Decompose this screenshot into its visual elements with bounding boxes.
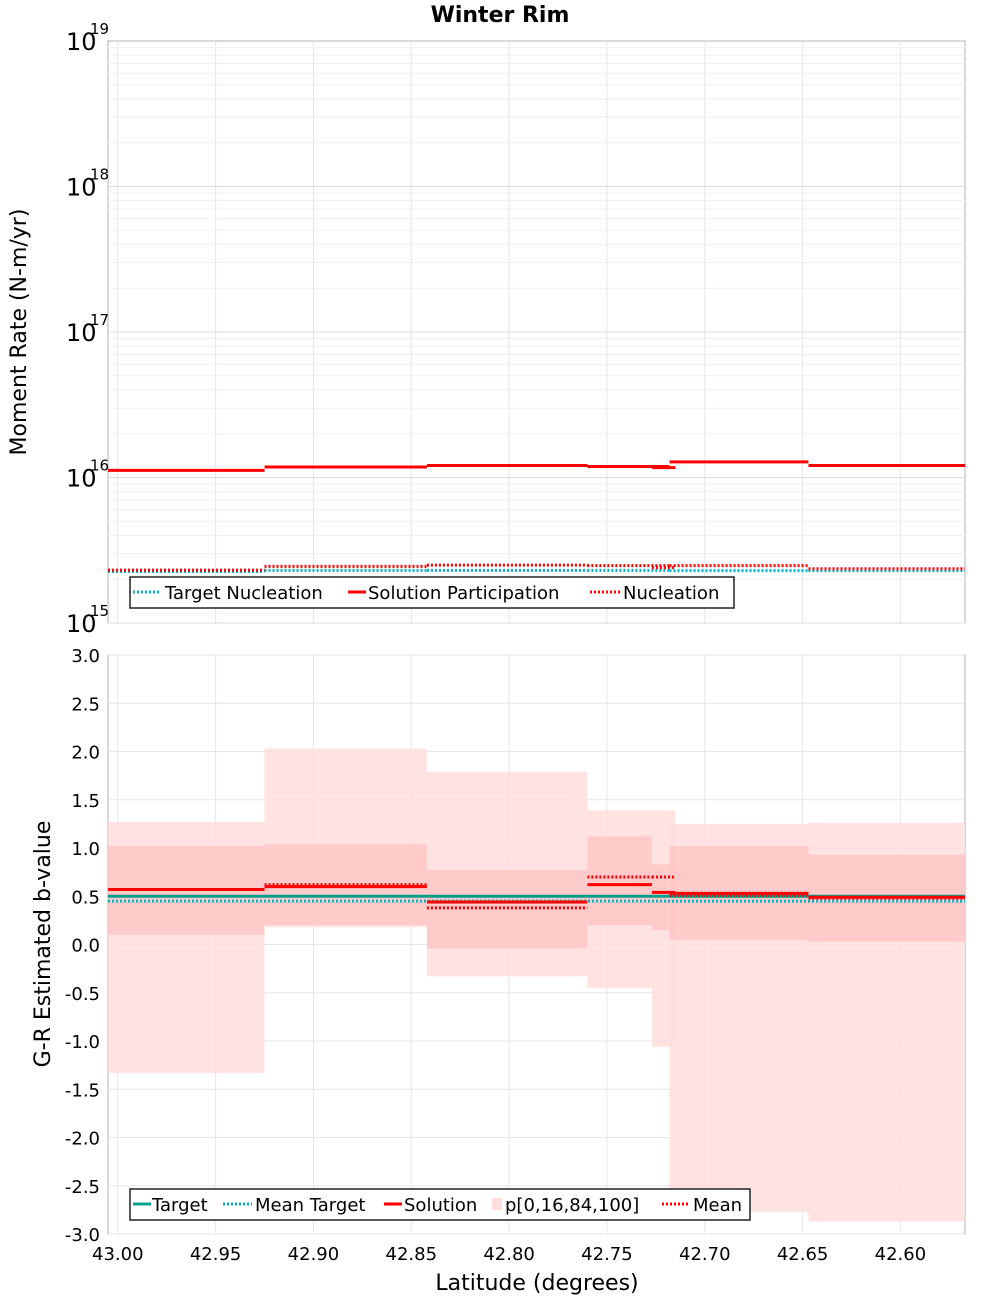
bottom-y-tick-label: -3.0 — [65, 1225, 100, 1246]
top-y-tick-label: 10 — [66, 610, 97, 638]
top-y-tick-exponent: 16 — [90, 457, 109, 475]
bottom-y-tick-label: 1.5 — [71, 791, 100, 812]
top-legend: Target Nucleation Solution Participation… — [129, 576, 735, 609]
legend-solution: Solution — [404, 1195, 477, 1216]
bottom-lines — [108, 875, 965, 910]
top-y-tick-label: 10 — [66, 28, 97, 56]
legend-solution-participation: Solution Participation — [368, 583, 559, 604]
bottom-y-tick-label: -2.5 — [65, 1177, 100, 1198]
percentile-band-inner — [587, 836, 652, 926]
legend-target-nucleation: Target Nucleation — [164, 583, 323, 604]
bottom-legend-box — [129, 1188, 751, 1221]
top-series — [108, 460, 965, 573]
bottom-y-ticks: 3.0 2.5 2.0 1.5 1.0 0.5 0.0 -0.5 -1.0 -1.5 -2.0 -2.… — [65, 646, 100, 1246]
top-y-tick-exponent: 18 — [90, 166, 109, 184]
x-tick-label: 43.00 — [92, 1244, 144, 1265]
x-axis-label: Latitude (degrees) — [435, 1271, 638, 1296]
top-y-tick-exponent: 15 — [90, 602, 109, 620]
legend-mean-target: Mean Target — [255, 1195, 365, 1216]
x-tick-label: 42.90 — [288, 1244, 340, 1265]
bottom-y-tick-label: 0.0 — [71, 936, 100, 957]
x-tick-label: 42.80 — [483, 1244, 535, 1265]
bottom-y-tick-label: -1.5 — [65, 1080, 100, 1101]
x-tick-label: 42.60 — [875, 1244, 927, 1265]
bottom-legend: Target Mean Target Solution p[0,16,84,10… — [129, 1188, 751, 1221]
legend-nucleation: Nucleation — [623, 583, 719, 604]
x-tick-label: 42.65 — [777, 1244, 829, 1265]
legend-target: Target — [151, 1195, 208, 1216]
bottom-y-tick-label: 1.0 — [71, 839, 100, 860]
top-grid — [108, 41, 965, 624]
legend-mean: Mean — [693, 1195, 742, 1216]
x-tick-label: 42.85 — [386, 1244, 438, 1265]
top-y-tick-exponent: 17 — [90, 311, 109, 329]
bottom-y-tick-label: 3.0 — [71, 646, 100, 667]
legend-band-swatch — [492, 1198, 502, 1210]
bottom-y-tick-label: -1.0 — [65, 1032, 100, 1053]
x-tick-label: 42.70 — [679, 1244, 731, 1265]
bottom-y-tick-label: -2.0 — [65, 1129, 100, 1150]
bottom-panel: 3.0 2.5 2.0 1.5 1.0 0.5 0.0 -0.5 -1.0 -1.5 -2.0 -2.… — [31, 646, 966, 1246]
x-ticks: 43.00 42.95 42.90 42.85 42.80 42.75 42.70 42.65… — [92, 1244, 926, 1265]
bottom-y-tick-label: -0.5 — [65, 984, 100, 1005]
x-tick-label: 42.95 — [190, 1244, 242, 1265]
top-y-axis-label: Moment Rate (N-m/yr) — [7, 209, 32, 456]
bottom-y-axis-label: G-R Estimated b-value — [31, 821, 56, 1068]
bottom-y-tick-label: 2.5 — [71, 694, 100, 715]
top-legend-box — [129, 576, 735, 609]
top-y-tick-label: 10 — [66, 319, 97, 347]
top-y-tick-label: 10 — [66, 465, 97, 493]
x-tick-label: 42.75 — [581, 1244, 633, 1265]
top-y-tick-exponent: 19 — [90, 20, 109, 38]
chart-title: Winter Rim — [431, 3, 570, 28]
legend-percentiles: p[0,16,84,100] — [505, 1195, 639, 1216]
bottom-y-tick-label: 0.5 — [71, 887, 100, 908]
bottom-y-tick-label: 2.0 — [71, 743, 100, 764]
top-y-tick-label: 10 — [66, 174, 97, 202]
